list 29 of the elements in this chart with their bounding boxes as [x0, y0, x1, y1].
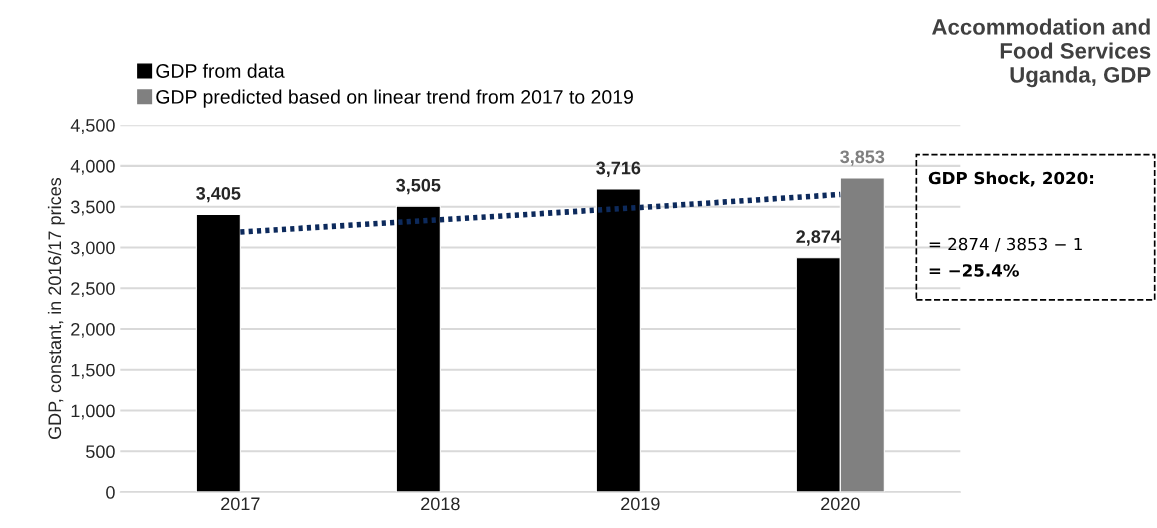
y-tick-label: 2,000: [71, 322, 115, 338]
data-label: 3,853: [840, 150, 885, 166]
text: Accommodation and Food Services Uganda, GDP: [932, 18, 1151, 88]
x-tick-label: 2017: [221, 497, 260, 511]
y-tick-label: 3,000: [70, 241, 115, 257]
y-tick-label: 0: [106, 486, 115, 499]
x-tick-label: 2019: [621, 497, 660, 511]
bar: [195, 213, 241, 493]
data-label: 3,716: [596, 161, 641, 178]
y-tick-label: 3,500: [70, 200, 115, 216]
x-tick-label: 2018: [421, 497, 460, 511]
y-tick-label: 500: [86, 445, 115, 459]
y-tick-label: 1,000: [71, 404, 115, 420]
x-tick-label: 2020: [821, 497, 860, 511]
data-label: 3,505: [396, 178, 441, 195]
y-tick-label: 2,500: [71, 282, 115, 298]
bar: [395, 205, 441, 493]
bar: [595, 188, 641, 493]
data-label: 3,405: [196, 186, 241, 203]
data-label: 2,874: [796, 230, 841, 246]
annotation: GDP Shock, 2020:: [928, 171, 1094, 187]
y-axis-title: GDP, constant, in 2016/17 prices: [47, 177, 65, 440]
y-tick-label: 1,500: [71, 363, 115, 379]
legend-label: GDP predicted based on linear trend from 2017 to 2019: [156, 89, 633, 108]
y-tick-label: 4,000: [70, 159, 115, 175]
annotation: = −25.4%: [929, 264, 1019, 277]
y-tick-label: 4,500: [70, 119, 115, 134]
legend-label: GDP from data: [156, 63, 285, 78]
annotation: = 2874 / 3853 − 1: [929, 237, 1082, 252]
